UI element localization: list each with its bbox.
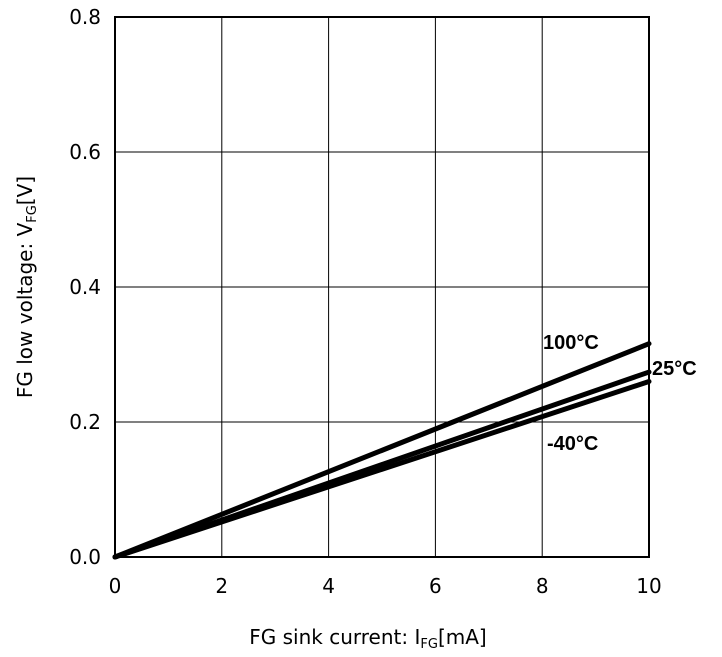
series-labels: 100°C 25°C -40°C <box>543 332 697 455</box>
x-axis-label: FG sink current: IFG[mA] <box>249 625 486 652</box>
x-tick-label: 0 <box>109 574 122 598</box>
y-tick-label: 0.6 <box>69 140 101 164</box>
series-line <box>112 341 652 560</box>
y-tick-label: 0.8 <box>69 5 101 29</box>
x-tick-label: 10 <box>636 574 661 598</box>
grid <box>114 16 650 558</box>
x-tick-label: 4 <box>322 574 335 598</box>
y-tick-label: 0.0 <box>69 545 101 569</box>
x-tick-label: 8 <box>536 574 549 598</box>
x-tick-labels: 0 2 4 6 8 10 <box>109 574 662 598</box>
series-label: 25°C <box>652 358 697 380</box>
y-axis-label: FG low voltage: VFG[V] <box>13 176 40 398</box>
series-label: -40°C <box>547 433 598 455</box>
series-label: 100°C <box>543 332 599 354</box>
series-lines <box>112 341 652 560</box>
y-tick-label: 0.2 <box>69 410 101 434</box>
x-tick-label: 6 <box>429 574 442 598</box>
y-tick-label: 0.4 <box>69 275 101 299</box>
plot-frame <box>114 16 650 558</box>
x-tick-label: 2 <box>215 574 228 598</box>
series-line <box>112 379 652 560</box>
y-tick-labels: 0.0 0.2 0.4 0.6 0.8 <box>69 5 101 569</box>
